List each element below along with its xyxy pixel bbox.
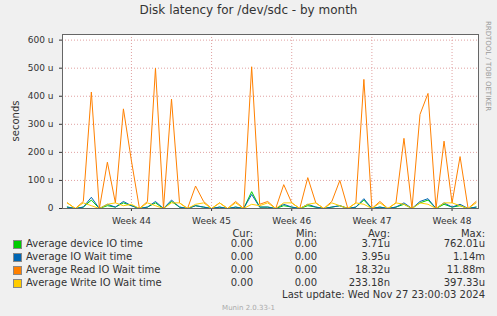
html-text:0.00: 0.00 [230,251,253,262]
html-text:Avg:: Avg: [368,228,390,239]
html-text:Average IO Wait time: Average IO Wait time [26,251,133,262]
svg-text:400 u: 400 u [28,91,54,101]
html-text:0.00: 0.00 [230,277,253,288]
svg-text:Week 48: Week 48 [433,216,472,226]
html-text:233.18n: 233.18n [348,277,390,288]
html-text:RRDTOOL / TOBI OETIKER: RRDTOOL / TOBI OETIKER [484,20,492,112]
html-text:Cur:: Cur: [232,228,253,239]
html-text:0.00: 0.00 [230,238,253,249]
html-text:1.14m: 1.14m [453,251,485,262]
html-text:Disk latency for /dev/sdc - by: Disk latency for /dev/sdc - by month [139,3,358,17]
html-text:18.32u: 18.32u [355,264,390,275]
html-text:Average Read IO Wait time: Average Read IO Wait time [26,264,161,275]
svg-text:Week 46: Week 46 [272,216,311,226]
html-text:0.00: 0.00 [294,264,317,275]
html-text:397.33u: 397.33u [443,277,485,288]
html-text:Last update: Wed Nov 27 23:00:: Last update: Wed Nov 27 23:00:03 2024 [282,289,485,300]
svg-text:100 u: 100 u [28,175,54,185]
html-text:Min:: Min: [295,228,317,239]
html-text:seconds: seconds [10,100,21,142]
svg-text:500 u: 500 u [28,63,54,73]
html-text:0.00: 0.00 [294,251,317,262]
html-text:11.88m: 11.88m [446,264,485,275]
html-text:Average Write IO Wait time: Average Write IO Wait time [26,277,162,288]
svg-text:300 u: 300 u [28,119,54,129]
svg-text:200 u: 200 u [28,147,54,157]
html-text:0.00: 0.00 [294,277,317,288]
html-text:762.01u: 762.01u [443,238,485,249]
html-text:Munin 2.0.33-1: Munin 2.0.33-1 [222,304,275,312]
svg-text:Week 45: Week 45 [192,216,231,226]
svg-text:0: 0 [48,203,54,213]
html-text:Max:: Max: [461,228,485,239]
html-text:3.95u: 3.95u [361,251,390,262]
html-text:0.00: 0.00 [294,238,317,249]
html-text:Average device IO time: Average device IO time [26,238,143,249]
svg-text:Week 44: Week 44 [112,216,151,226]
svg-text:600 u: 600 u [28,35,54,45]
svg-text:Week 47: Week 47 [352,216,391,226]
html-text:3.71u: 3.71u [361,238,390,249]
html-text:0.00: 0.00 [230,264,253,275]
